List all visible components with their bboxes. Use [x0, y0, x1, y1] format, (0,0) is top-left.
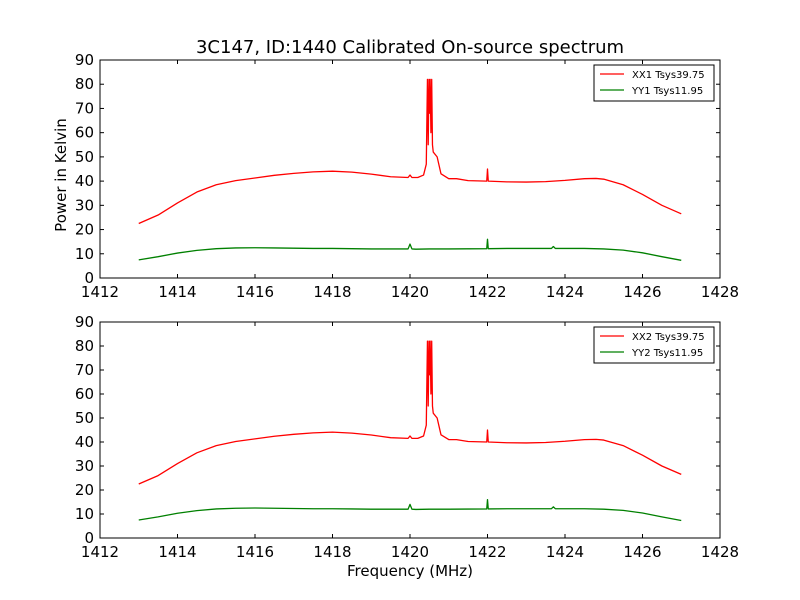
legend-box — [593, 326, 715, 364]
series-line-xx1 — [138, 78, 682, 225]
x-tick-label: 1416 — [236, 543, 274, 561]
y-tick-label: 20 — [75, 221, 94, 239]
subplots: 1412 1414 1416 1418 1420 1422 1424 1426 1428 0 10 2… — [52, 51, 739, 561]
legend-label: YY2 Tsys11.95 — [631, 348, 703, 359]
x-tick-label: 1428 — [701, 543, 739, 561]
x-tick-label: 1418 — [313, 283, 351, 301]
legend-label: YY1 Tsys11.95 — [631, 86, 703, 97]
y-tick-label: 70 — [75, 361, 94, 379]
y-tick-label: 50 — [75, 148, 94, 166]
y-tick-label: 10 — [75, 505, 94, 523]
legend: XX2 Tsys39.75 YY2 Tsys11.95 — [593, 326, 715, 364]
y-tick-label: 30 — [75, 196, 94, 214]
subplot-1: 1412 1414 1416 1418 1420 1422 1424 1426 1428 0 10 2… — [52, 51, 739, 301]
y-tick-label: 50 — [75, 409, 94, 427]
y-tick-label: 80 — [75, 337, 94, 355]
x-tick-label: 1418 — [313, 543, 351, 561]
y-tick-label: 30 — [75, 457, 94, 475]
x-tick-label: 1420 — [391, 283, 429, 301]
subplot-2: 1412 1414 1416 1418 1420 1422 1424 1426 1428 0 10 2… — [75, 313, 739, 561]
x-tick-label: 1424 — [546, 543, 584, 561]
x-tick-label: 1412 — [81, 283, 119, 301]
y-tick-label: 40 — [75, 433, 94, 451]
x-tick-label: 1416 — [236, 283, 274, 301]
x-tick-label: 1414 — [158, 283, 196, 301]
y-tick-label: 60 — [75, 385, 94, 403]
series-line-yy1 — [138, 238, 682, 261]
chart-title: 3C147, ID:1440 Calibrated On-source spec… — [196, 37, 624, 58]
x-tick-label: 1414 — [158, 543, 196, 561]
legend: XX1 Tsys39.75 YY1 Tsys11.95 — [593, 64, 715, 102]
legend-label: XX2 Tsys39.75 — [632, 332, 705, 343]
x-tick-label: 1428 — [701, 283, 739, 301]
y-tick-label: 90 — [75, 313, 94, 331]
y-axis-label: Power in Kelvin — [52, 118, 70, 232]
y-tick-label: 40 — [75, 172, 94, 190]
y-tick-label: 20 — [75, 481, 94, 499]
y-tick-label: 90 — [75, 51, 94, 69]
y-tick-label: 0 — [84, 269, 94, 287]
y-tick-label: 60 — [75, 124, 94, 142]
series-line-yy2 — [138, 498, 682, 522]
legend-label: XX1 Tsys39.75 — [632, 70, 705, 81]
x-tick-label: 1420 — [391, 543, 429, 561]
x-tick-label: 1426 — [623, 543, 661, 561]
x-tick-label: 1424 — [546, 283, 584, 301]
y-tick-label: 10 — [75, 245, 94, 263]
y-tick-label: 0 — [84, 529, 94, 547]
y-tick-label: 70 — [75, 99, 94, 117]
y-tick-label: 80 — [75, 75, 94, 93]
x-tick-label: 1426 — [623, 283, 661, 301]
x-tick-label: 1422 — [468, 543, 506, 561]
series-line-xx2 — [138, 340, 682, 485]
legend-box — [593, 64, 715, 102]
x-tick-label: 1422 — [468, 283, 506, 301]
x-axis-label: Frequency (MHz) — [347, 562, 473, 580]
x-tick-label: 1412 — [81, 543, 119, 561]
